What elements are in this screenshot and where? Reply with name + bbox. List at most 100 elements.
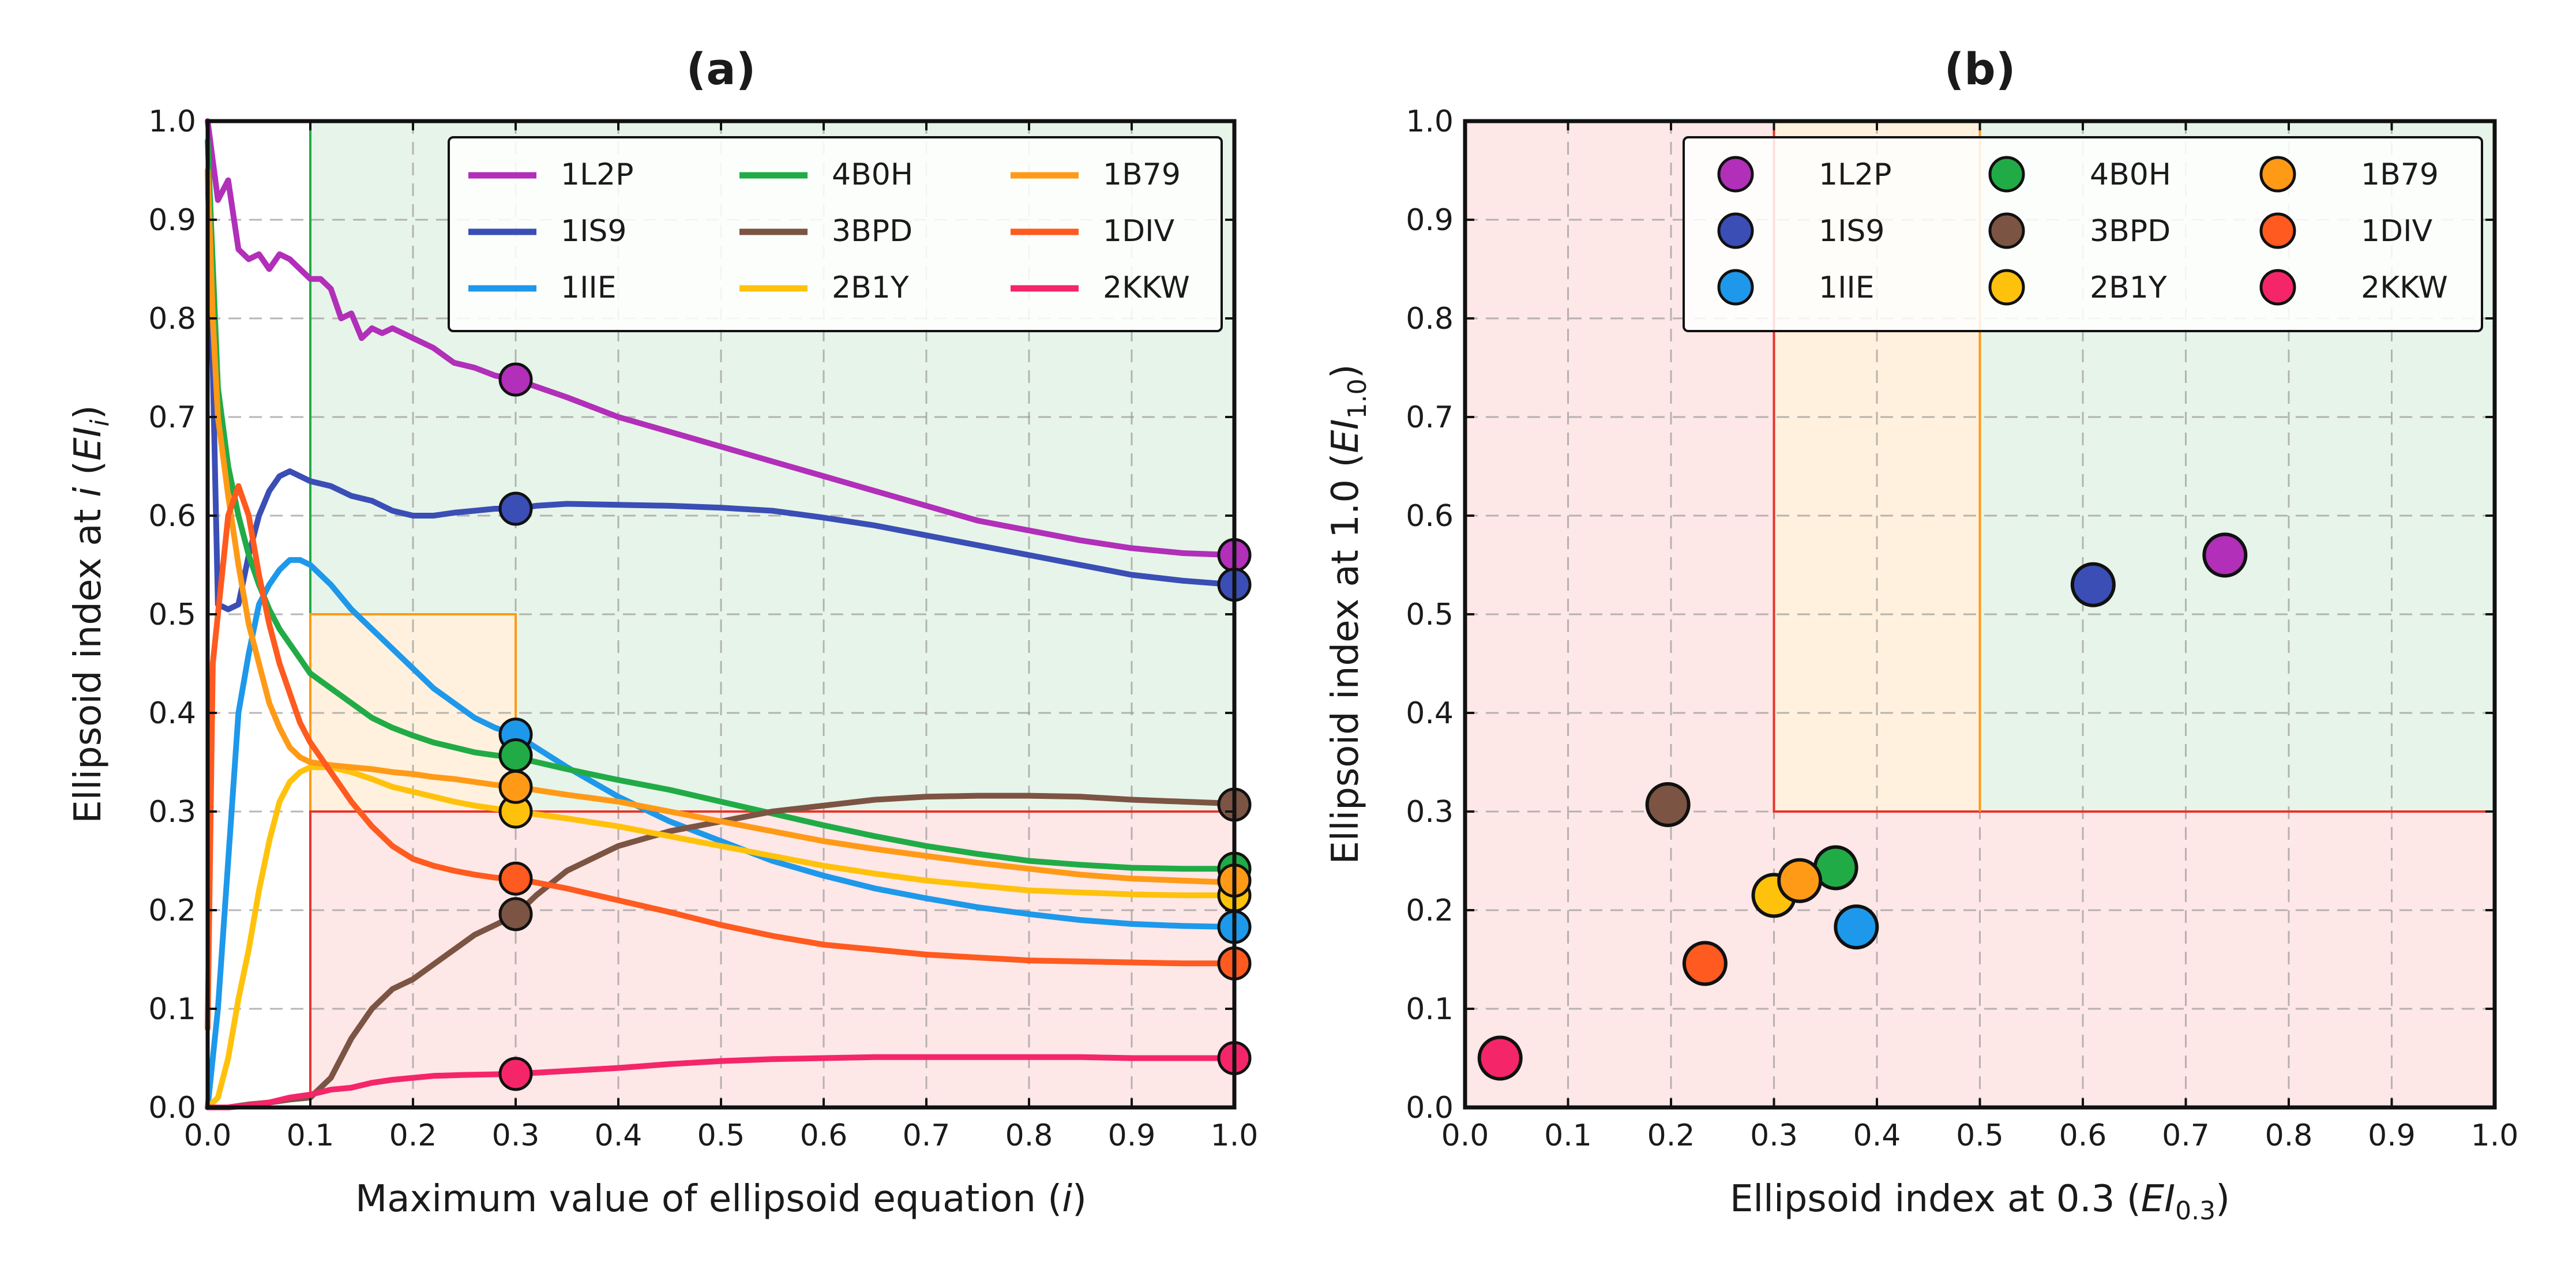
legend-item-4b0h: 4B0H bbox=[739, 157, 913, 192]
y-axis-label-text: Ellipsoid index at 1.0 ( bbox=[1324, 453, 1367, 865]
legend-label: 2B1Y bbox=[2090, 271, 2167, 305]
point-1is9 bbox=[2070, 562, 2116, 607]
legend-item-4b0h: 4B0H bbox=[1988, 156, 2171, 193]
x-tick-label: 0.9 bbox=[2368, 1118, 2416, 1153]
axis-ticks: 0.0 0.1 0.2 0.3 0.4 0.5 0.6 0.7 0.8 0.9 1.0 0.0 0.1 0… bbox=[1406, 104, 2518, 1153]
legend-swatch bbox=[2259, 212, 2296, 249]
y-tick-label: 0.7 bbox=[148, 400, 196, 435]
grid bbox=[1465, 121, 2495, 1107]
region-border-red bbox=[309, 810, 1234, 1107]
marker-1b79 bbox=[498, 769, 533, 804]
legend-item-1iie: 1IIE bbox=[1717, 269, 1875, 306]
legend-item-1iie: 1IIE bbox=[468, 271, 617, 305]
legend-item-3bpd: 3BPD bbox=[739, 214, 913, 249]
legend-label: 1IIE bbox=[1819, 271, 1875, 305]
y-axis-label-text: ( bbox=[67, 461, 110, 487]
x-axis-label-italic: EI bbox=[2141, 1178, 2175, 1220]
x-tick-label: 0.5 bbox=[1956, 1118, 2004, 1153]
y-tick-label: 0.3 bbox=[1406, 795, 1454, 829]
x-tick-label: 0.4 bbox=[595, 1118, 643, 1153]
x-tick-label: 0.8 bbox=[1005, 1118, 1053, 1153]
y-tick-label: 0.7 bbox=[1406, 400, 1454, 435]
legend-label: 1L2P bbox=[1819, 157, 1892, 192]
x-axis-label-text: Maximum value of ellipsoid equation ( bbox=[355, 1178, 1062, 1220]
legend-swatch bbox=[1717, 212, 1754, 249]
y-axis-label-italic: i bbox=[67, 487, 110, 497]
legend-label: 1B79 bbox=[1103, 157, 1181, 192]
legend-label: 3BPD bbox=[2090, 214, 2171, 249]
x-tick-label: 0.6 bbox=[2059, 1118, 2107, 1153]
legend: 1L2P 4B0H 1B79 1IS9 3BPD 1DIV 1IIE 2B1Y 2KKW bbox=[1683, 136, 2483, 332]
y-tick-label: 0.9 bbox=[1406, 203, 1454, 238]
panel-title: (a) bbox=[686, 43, 756, 95]
legend-label: 3BPD bbox=[832, 214, 913, 249]
legend-swatch bbox=[1988, 212, 2025, 249]
x-tick-label: 0.7 bbox=[2162, 1118, 2210, 1153]
legend-label: 1DIV bbox=[1103, 214, 1174, 249]
y-tick-label: 0.5 bbox=[148, 598, 196, 632]
x-axis-label: Ellipsoid index at 0.3 (EI0.3) bbox=[1730, 1178, 2230, 1226]
y-axis-label-text: ) bbox=[67, 405, 110, 419]
legend-label: 1L2P bbox=[561, 157, 634, 192]
point-3bpd bbox=[1645, 782, 1691, 828]
y-axis-label-text: ) bbox=[1324, 364, 1367, 378]
legend-item-1b79: 1B79 bbox=[1011, 157, 1181, 192]
y-tick-label: 0.4 bbox=[1406, 696, 1454, 731]
legend-swatch bbox=[2259, 269, 2296, 306]
legend-item-1is9: 1IS9 bbox=[468, 214, 627, 249]
x-tick-label: 0.2 bbox=[1647, 1118, 1695, 1153]
legend-item-1div: 1DIV bbox=[2259, 212, 2432, 249]
y-tick-label: 0.0 bbox=[148, 1091, 196, 1125]
x-tick-label: 0.0 bbox=[1441, 1118, 1489, 1153]
y-tick-label: 0.1 bbox=[1406, 992, 1454, 1027]
y-tick-label: 0.3 bbox=[148, 795, 196, 829]
x-tick-label: 0.9 bbox=[1108, 1118, 1156, 1153]
point-1l2p bbox=[2202, 532, 2248, 578]
legend-swatch bbox=[1717, 156, 1754, 193]
legend-item-1b79: 1B79 bbox=[2259, 156, 2439, 193]
marker-1is9 bbox=[498, 491, 533, 526]
panel-title: (b) bbox=[1944, 43, 2016, 95]
legend: 1L2P 4B0H 1B79 1IS9 3BPD 1DIV 1IIE 2B1Y 2KKW bbox=[448, 136, 1223, 332]
series-line-2b1y bbox=[205, 764, 1237, 1110]
legend-swatch bbox=[1988, 269, 2025, 306]
x-tick-label: 0.4 bbox=[1853, 1118, 1901, 1153]
y-tick-label: 0.4 bbox=[148, 696, 196, 731]
series-line-3bpd bbox=[205, 793, 1237, 1110]
x-tick-label: 0.7 bbox=[903, 1118, 951, 1153]
marker-3bpd bbox=[498, 897, 533, 932]
series-line-1l2p bbox=[205, 118, 1237, 558]
y-tick-label: 0.5 bbox=[1406, 598, 1454, 632]
point-2kkw bbox=[1477, 1035, 1523, 1081]
y-axis-label: Ellipsoid index at 1.0 (EI1.0) bbox=[1324, 364, 1372, 864]
x-tick-label: 0.2 bbox=[389, 1118, 437, 1153]
x-axis-label-text: ) bbox=[1072, 1178, 1087, 1220]
x-tick-label: 0.0 bbox=[184, 1118, 232, 1153]
x-axis-label: Maximum value of ellipsoid equation (i) bbox=[355, 1178, 1087, 1220]
point-1b79 bbox=[1777, 858, 1823, 903]
legend-swatch bbox=[1988, 156, 2025, 193]
y-axis-label-subscript: i bbox=[85, 419, 115, 427]
series-line-1div bbox=[205, 483, 1237, 1032]
y-tick-label: 0.0 bbox=[1406, 1091, 1454, 1125]
marker-1div bbox=[498, 861, 533, 896]
region-border-red bbox=[1773, 121, 2495, 813]
x-tick-label: 0.8 bbox=[2265, 1118, 2313, 1153]
legend-label: 4B0H bbox=[2090, 157, 2171, 192]
x-tick-label: 0.1 bbox=[1544, 1118, 1592, 1153]
legend-box bbox=[448, 136, 1223, 332]
legend-label: 2KKW bbox=[1103, 271, 1190, 305]
x-axis-label-text: Ellipsoid index at 0.3 ( bbox=[1730, 1178, 2141, 1220]
legend-label: 1B79 bbox=[2361, 157, 2439, 192]
legend-swatch bbox=[2259, 156, 2296, 193]
legend-item-2kkw: 2KKW bbox=[2259, 269, 2448, 306]
series-line-1iie bbox=[205, 557, 1237, 1110]
panel-a-chart: 0.0 0.1 0.2 0.3 0.4 0.5 0.6 0.7 0.8 0.9 1.0 0.0 0.1 0… bbox=[67, 43, 1258, 1220]
series-line-2kkw bbox=[205, 1054, 1237, 1110]
legend-item-1l2p: 1L2P bbox=[468, 157, 634, 192]
x-tick-label: 0.6 bbox=[800, 1118, 848, 1153]
x-tick-label: 1.0 bbox=[1211, 1118, 1259, 1153]
panel-b-chart: 0.0 0.1 0.2 0.3 0.4 0.5 0.6 0.7 0.8 0.9 1.0 0.0 0.1 0… bbox=[1324, 43, 2518, 1226]
y-tick-label: 1.0 bbox=[1406, 104, 1454, 139]
legend-label: 1DIV bbox=[2361, 214, 2432, 249]
